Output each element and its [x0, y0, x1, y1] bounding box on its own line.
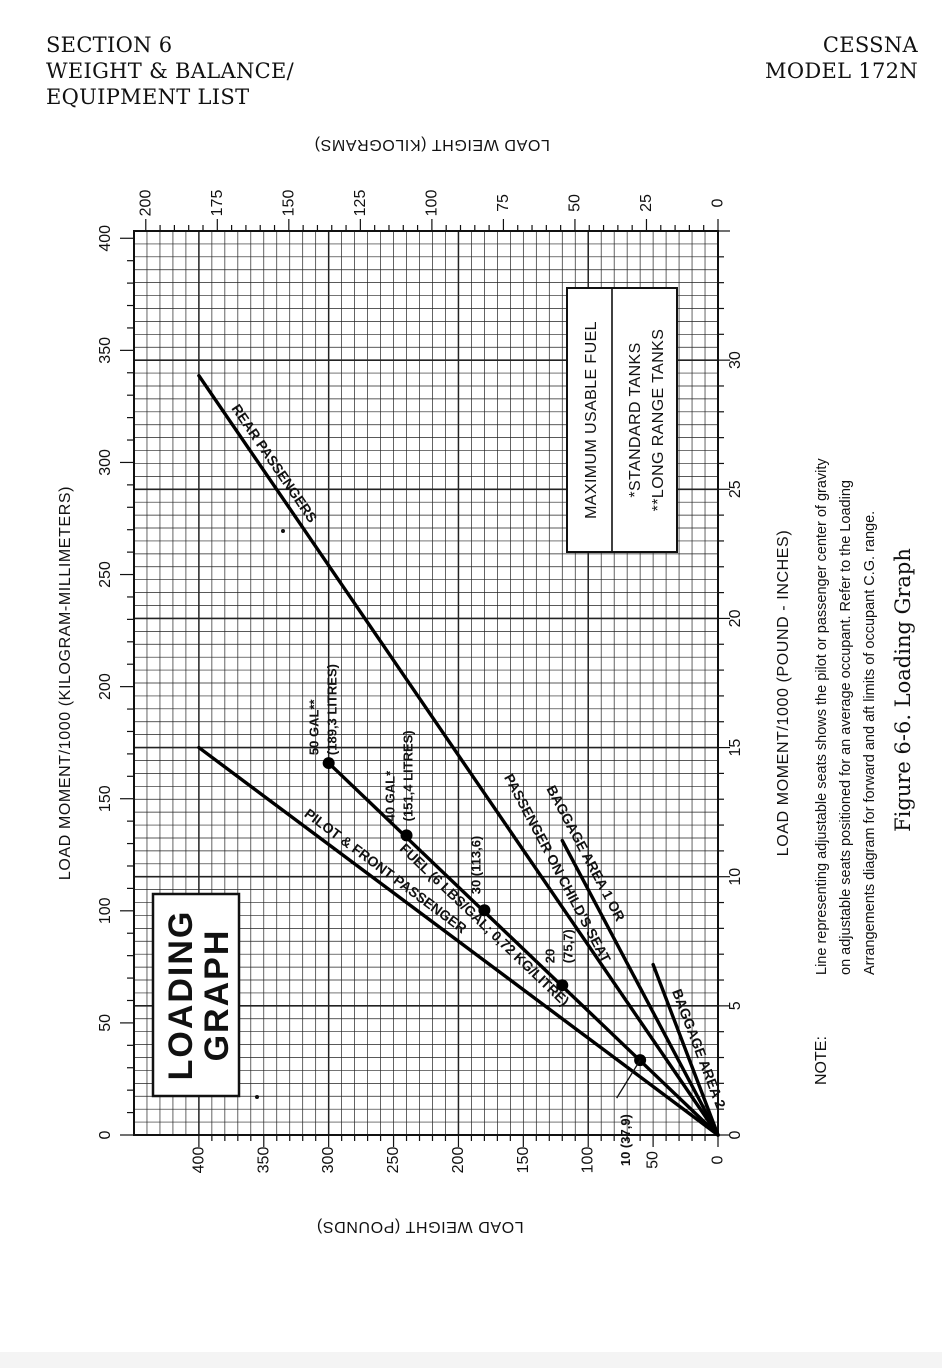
series-line: [197, 745, 720, 1137]
section-heading-line: WEIGHT & BALANCE/: [46, 59, 295, 83]
lbin-tick-label: 5: [727, 1001, 744, 1010]
fuel-point-marker: [400, 829, 413, 842]
kilogram-axis-title: LOAD WEIGHT (KILOGRAMS): [314, 136, 550, 153]
kilogram-tick-label: 100: [423, 190, 440, 217]
page-footer-strip: [0, 1352, 942, 1368]
axes: 0501001502002503003504000510152025300501…: [57, 136, 792, 1235]
fuel-point-label: 10 (37,9): [618, 1114, 633, 1166]
pound-tick-label: 250: [385, 1147, 402, 1174]
pound-axis-title: LOAD WEIGHT (POUNDS): [316, 1218, 523, 1235]
pound-tick-label: 100: [580, 1147, 597, 1174]
kgmm-axis-title: LOAD MOMENT/1000 (KILOGRAM-MILLIMETERS): [57, 486, 74, 880]
fuel-point-label: 30 (113,6): [468, 836, 483, 895]
fuel-label-leader: [616, 1059, 641, 1099]
kilogram-tick-label: 175: [209, 190, 226, 217]
kilogram-tick-label: 75: [495, 194, 512, 212]
kgmm-tick-label: 400: [97, 225, 114, 252]
fuel-point-label-group: 30 (113,6): [468, 836, 483, 895]
fuel-point-label-group: 10 (37,9): [618, 1114, 633, 1166]
note-line: Arrangements diagram for forward and aft…: [862, 511, 878, 975]
lbin-tick-label: 0: [727, 1130, 744, 1139]
note-line: Line representing adjustable seats shows…: [814, 458, 830, 975]
kgmm-tick-label: 0: [97, 1130, 114, 1139]
lbin-tick-label: 10: [727, 868, 744, 886]
figure-caption: Figure 6-6. Loading Graph: [891, 548, 915, 832]
pound-tick-label: 150: [515, 1147, 532, 1174]
fuel-point-marker: [478, 904, 491, 917]
series-line: [560, 838, 720, 1137]
title-box-line: LOADING: [162, 910, 200, 1081]
series-line: [326, 761, 720, 1137]
kgmm-tick-label: 150: [97, 785, 114, 812]
kilogram-tick-label: 200: [137, 190, 154, 217]
fuel-point-labels: 10 (37,9) 20 (75,7) 30 (113,6) 40 GAL* (151,4…: [307, 664, 641, 1166]
legend-line: **LONG RANGE TANKS: [650, 329, 667, 512]
lbin-tick-label: 15: [727, 739, 744, 757]
lbin-axis-title: LOAD MOMENT/1000 (POUND - INCHES): [775, 530, 792, 857]
kgmm-tick-label: 250: [97, 561, 114, 588]
pound-tick-label: 0: [710, 1155, 727, 1164]
legend-title: MAXIMUM USABLE FUEL: [583, 321, 600, 519]
note: NOTE: Line representing adjustable seats …: [813, 458, 878, 1085]
note-line: on adjustable seats positioned for an av…: [838, 480, 854, 975]
title-box-line: GRAPH: [198, 929, 236, 1062]
series-line: [651, 962, 720, 1137]
lbin-tick-label: 30: [727, 351, 744, 369]
title-box: [151, 892, 241, 1098]
pound-tick-label: 300: [320, 1147, 337, 1174]
section-heading-line: EQUIPMENT LIST: [46, 85, 250, 109]
fuel-point-marker: [322, 757, 335, 770]
lbin-tick-label: 25: [727, 480, 744, 498]
model-heading-line: MODEL 172N: [765, 59, 918, 83]
section-heading: SECTION 6 WEIGHT & BALANCE/ EQUIPMENT LI…: [46, 32, 294, 110]
legend: MAXIMUM USABLE FUEL *STANDARD TANKS **LONG…: [566, 287, 678, 553]
fuel-point-label: 50 GAL** (189,3 LITRES): [307, 664, 340, 755]
fuel-points: [322, 757, 647, 1067]
kilogram-tick-label: 125: [352, 190, 369, 217]
model-heading: CESSNA MODEL 172N: [765, 32, 918, 84]
series-line: [197, 373, 720, 1137]
fuel-point-marker: [556, 979, 569, 992]
fuel-point-label: 20 (75,7): [542, 929, 575, 963]
pound-tick-label: 350: [255, 1147, 272, 1174]
kgmm-tick-label: 50: [97, 1014, 114, 1032]
fuel-point-label-group: 50 GAL** (189,3 LITRES): [307, 664, 340, 755]
legend-box: [566, 287, 678, 553]
lbin-tick-label: 20: [727, 609, 744, 627]
kilogram-tick-label: 150: [280, 190, 297, 217]
kilogram-tick-label: 0: [710, 198, 727, 207]
pound-tick-label: 200: [450, 1147, 467, 1174]
fuel-point-label-group: 20 (75,7): [542, 929, 575, 963]
kgmm-tick-label: 100: [97, 897, 114, 924]
kgmm-tick-label: 300: [97, 449, 114, 476]
model-heading-line: CESSNA: [822, 33, 918, 57]
kgmm-tick-label: 350: [97, 337, 114, 364]
legend-line: *STANDARD TANKS: [627, 342, 644, 497]
scan-speck: [281, 529, 285, 533]
section-heading-line: SECTION 6: [46, 33, 173, 57]
pound-tick-label: 400: [190, 1147, 207, 1174]
fuel-point-label-group: 40 GAL* (151,4 LITRES): [383, 730, 416, 821]
note-label: NOTE:: [813, 1036, 830, 1085]
kgmm-tick-label: 200: [97, 673, 114, 700]
fuel-point-label: 40 GAL* (151,4 LITRES): [383, 730, 416, 821]
series-lines: [197, 373, 720, 1137]
scan-speck: [255, 1095, 259, 1099]
kilogram-tick-label: 50: [566, 194, 583, 212]
pound-tick-label: 50: [645, 1151, 662, 1169]
kilogram-tick-label: 25: [638, 194, 655, 212]
